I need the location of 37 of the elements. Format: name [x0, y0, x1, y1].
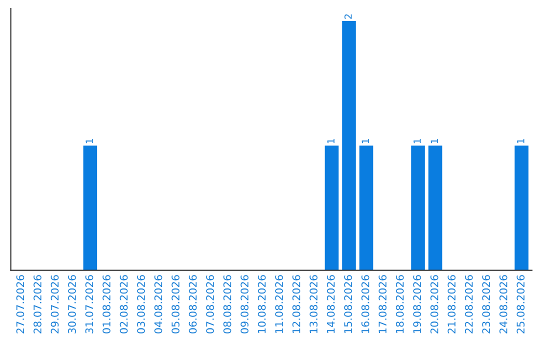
x-tick-label: 03.08.2026	[137, 275, 145, 334]
data-label: 1	[430, 138, 438, 144]
x-tick-label: 31.07.2026	[85, 275, 94, 334]
data-label: 2	[344, 14, 352, 19]
data-label: 1	[327, 138, 334, 144]
x-tick-label: 24.08.2026	[499, 275, 508, 334]
x-tick-label: 12.08.2026	[292, 275, 300, 333]
x-tick-label: 28.07.2026	[34, 275, 42, 334]
x-tick-label: 01.08.2026	[102, 275, 110, 334]
x-tick-label: 29.07.2026	[50, 275, 59, 334]
x-tick-label: 27.07.2026	[16, 275, 24, 334]
x-tick-label: 07.08.2026	[206, 275, 214, 334]
x-tick-label: 16.08.2026	[361, 275, 370, 333]
x-tick-label: 08.08.2026	[223, 275, 232, 334]
x-tick-label: 30.07.2026	[68, 275, 76, 334]
data-label: 1	[362, 138, 369, 144]
x-tick-label: 13.08.2026	[310, 275, 318, 333]
x-tick-label: 02.08.2026	[120, 275, 128, 334]
x-tick-label: 21.08.2026	[448, 275, 456, 334]
x-tick-label: 23.08.2026	[482, 275, 490, 334]
x-tick-label: 14.08.2026	[326, 275, 335, 333]
x-tick-label: 25.08.2026	[516, 275, 525, 334]
x-tick-label: 17.08.2026	[378, 275, 387, 333]
x-tick-label: 06.08.2026	[188, 275, 197, 334]
x-tick-label: 18.08.2026	[396, 275, 404, 333]
x-tick-label: 05.08.2026	[172, 275, 180, 334]
x-tick-label: 22.08.2026	[464, 275, 473, 334]
x-tick-label: 11.08.2026	[275, 275, 283, 333]
data-label: 1	[517, 138, 524, 144]
x-tick-label: 15.08.2026	[344, 275, 352, 333]
x-tick-label: 20.08.2026	[430, 275, 438, 334]
data-label: 1	[414, 138, 421, 144]
x-tick-label: 10.08.2026	[258, 275, 266, 333]
x-tick-label: 19.08.2026	[413, 275, 422, 333]
x-tick-label: 09.08.2026	[240, 275, 248, 334]
x-tick-label: 04.08.2026	[154, 275, 162, 334]
data-label: 1	[86, 138, 93, 144]
